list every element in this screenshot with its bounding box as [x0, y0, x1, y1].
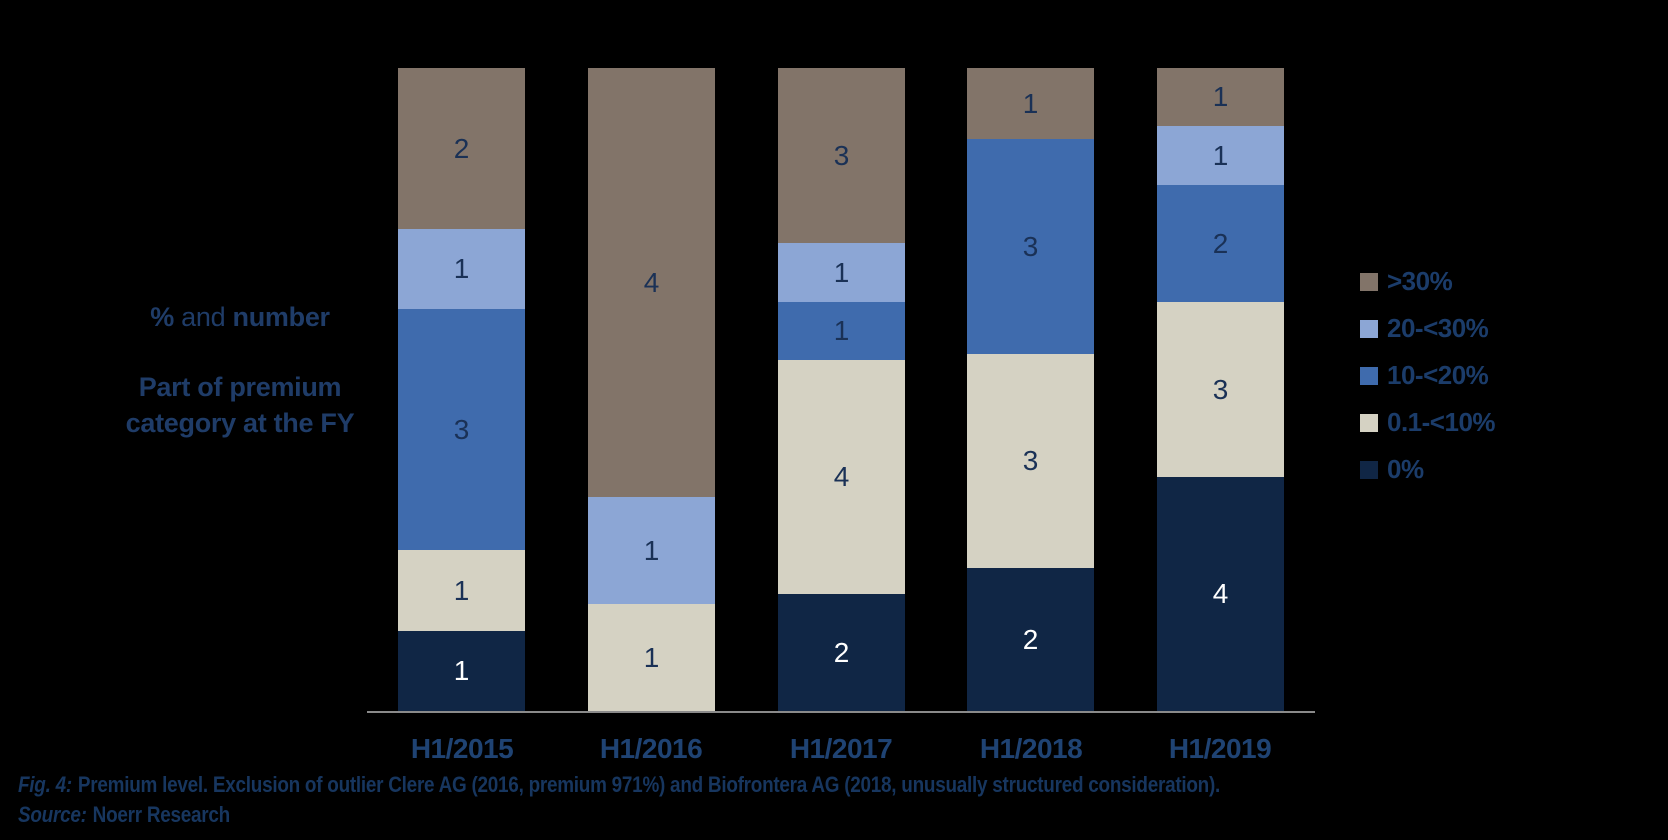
- legend-item-label: >30%: [1387, 266, 1453, 296]
- legend-item-2030: 20-<30%: [1360, 313, 1495, 343]
- legend-item-label: 0%: [1387, 454, 1424, 484]
- segment-count-label: 3: [1022, 230, 1039, 262]
- legend: >30% 20-<30% 10-<20% 0.1-<10% 0%: [1360, 266, 1496, 503]
- segment-count-label: 1: [1212, 81, 1229, 112]
- legend-item-0110: 0.1-<10%: [1360, 407, 1496, 437]
- segment-0-h1-2018: 2: [967, 568, 1094, 711]
- stacked-bar-h1-2018: 1 3 3 2: [967, 68, 1094, 711]
- segment-0-h1-2019: 4: [1157, 477, 1284, 711]
- segment-0110-h1-2017: 4: [778, 360, 905, 594]
- annotation-line-3: category at the FY: [125, 408, 355, 438]
- x-axis-label-h1-2017: H1/2017: [789, 733, 893, 764]
- segment-1020-h1-2015: 3: [398, 309, 525, 550]
- segment-count-label: 3: [453, 413, 470, 445]
- segment-1020-h1-2019: 2: [1157, 185, 1284, 302]
- y-axis-annotation: % and number Part of premium category at…: [92, 302, 388, 441]
- annotation-number: number: [232, 302, 331, 332]
- segment-30-h1-2018: 1: [967, 68, 1094, 139]
- segment-0110-h1-2015: 1: [398, 550, 525, 631]
- segment-count-label: 4: [1212, 578, 1229, 609]
- segment-count-label: 1: [833, 315, 850, 346]
- legend-swatch-icon: [1360, 319, 1378, 338]
- segment-count-label: 1: [1022, 87, 1039, 119]
- x-axis-label-h1-2015: H1/2015: [410, 733, 514, 764]
- segment-count-label: 1: [453, 253, 470, 284]
- segment-count-label: 2: [1022, 623, 1039, 655]
- segment-1020-h1-2017: 1: [778, 302, 905, 360]
- figure-source: Source: Noerr Research: [18, 802, 230, 828]
- segment-30-h1-2015: 2: [398, 68, 525, 229]
- x-axis-label-h1-2019: H1/2019: [1168, 733, 1272, 764]
- segment-30-h1-2016: 4: [588, 68, 715, 497]
- plot-area: 2 1 3 1 1 4 1 1 3 1 1 4 2 1 3 3 2 1 1 2 3 4: [367, 68, 1315, 711]
- segment-0110-h1-2018: 3: [967, 354, 1094, 568]
- legend-item-30: >30%: [1360, 266, 1495, 296]
- annotation-percent: %: [150, 302, 174, 332]
- figure-caption: Fig. 4: Premium level. Exclusion of outli…: [18, 772, 1220, 798]
- segment-30-h1-2019: 1: [1157, 68, 1284, 126]
- stacked-bar-h1-2015: 2 1 3 1 1: [398, 68, 525, 711]
- segment-0-h1-2017: 2: [778, 594, 905, 711]
- segment-1020-h1-2018: 3: [967, 139, 1094, 354]
- legend-swatch-icon: [1360, 460, 1378, 479]
- segment-2030-h1-2019: 1: [1157, 126, 1284, 185]
- legend-item-label: 20-<30%: [1387, 313, 1489, 343]
- segment-30-h1-2017: 3: [778, 68, 905, 243]
- figure-source-text: Noerr Research: [92, 802, 231, 827]
- legend-item-label: 10-<20%: [1387, 360, 1489, 390]
- legend-swatch-icon: [1360, 272, 1378, 291]
- x-axis-label-h1-2016: H1/2016: [599, 733, 703, 764]
- segment-count-label: 4: [643, 266, 660, 298]
- segment-count-label: 1: [643, 534, 660, 566]
- stacked-bar-h1-2016: 4 1 1: [588, 68, 715, 711]
- figure-source-label: Source:: [18, 802, 87, 827]
- segment-count-label: 1: [1212, 139, 1229, 171]
- segment-0-h1-2015: 1: [398, 631, 525, 711]
- legend-item-0: 0%: [1360, 454, 1495, 484]
- annotation-and: and: [173, 302, 233, 332]
- segment-count-label: 1: [453, 655, 470, 686]
- annotation-line-2: Part of premium: [138, 372, 342, 402]
- segment-count-label: 1: [833, 256, 850, 288]
- x-axis-line: [367, 711, 1315, 713]
- legend-item-1020: 10-<20%: [1360, 360, 1495, 390]
- segment-count-label: 4: [833, 461, 850, 492]
- segment-0110-h1-2019: 3: [1157, 302, 1284, 477]
- legend-swatch-icon: [1360, 413, 1378, 432]
- figure-caption-text: Premium level. Exclusion of outlier Cler…: [77, 772, 1221, 797]
- segment-2030-h1-2016: 1: [588, 497, 715, 604]
- segment-count-label: 3: [1212, 373, 1229, 405]
- segment-count-label: 1: [643, 641, 660, 673]
- figure-caption-label: Fig. 4:: [18, 772, 72, 797]
- stacked-bar-h1-2017: 3 1 1 4 2: [778, 68, 905, 711]
- stacked-bar-h1-2019: 1 1 2 3 4: [1157, 68, 1284, 711]
- legend-swatch-icon: [1360, 366, 1378, 385]
- segment-count-label: 2: [833, 636, 850, 668]
- x-axis-label-h1-2018: H1/2018: [979, 733, 1083, 764]
- segment-count-label: 2: [1212, 227, 1229, 259]
- segment-count-label: 3: [1022, 445, 1039, 476]
- segment-count-label: 1: [453, 574, 470, 606]
- segment-0110-h1-2016: 1: [588, 604, 715, 711]
- annotation-line-1: % and number: [92, 302, 388, 333]
- segment-2030-h1-2017: 1: [778, 243, 905, 302]
- segment-count-label: 2: [453, 132, 470, 164]
- segment-count-label: 3: [833, 139, 850, 171]
- segment-2030-h1-2015: 1: [398, 229, 525, 309]
- legend-item-label: 0.1-<10%: [1387, 407, 1496, 437]
